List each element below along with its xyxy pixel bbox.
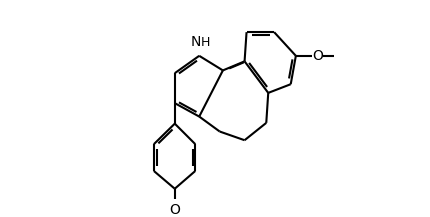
Text: O: O (312, 49, 323, 63)
Text: O: O (169, 203, 180, 217)
Text: N: N (191, 35, 201, 49)
Text: H: H (201, 36, 211, 49)
